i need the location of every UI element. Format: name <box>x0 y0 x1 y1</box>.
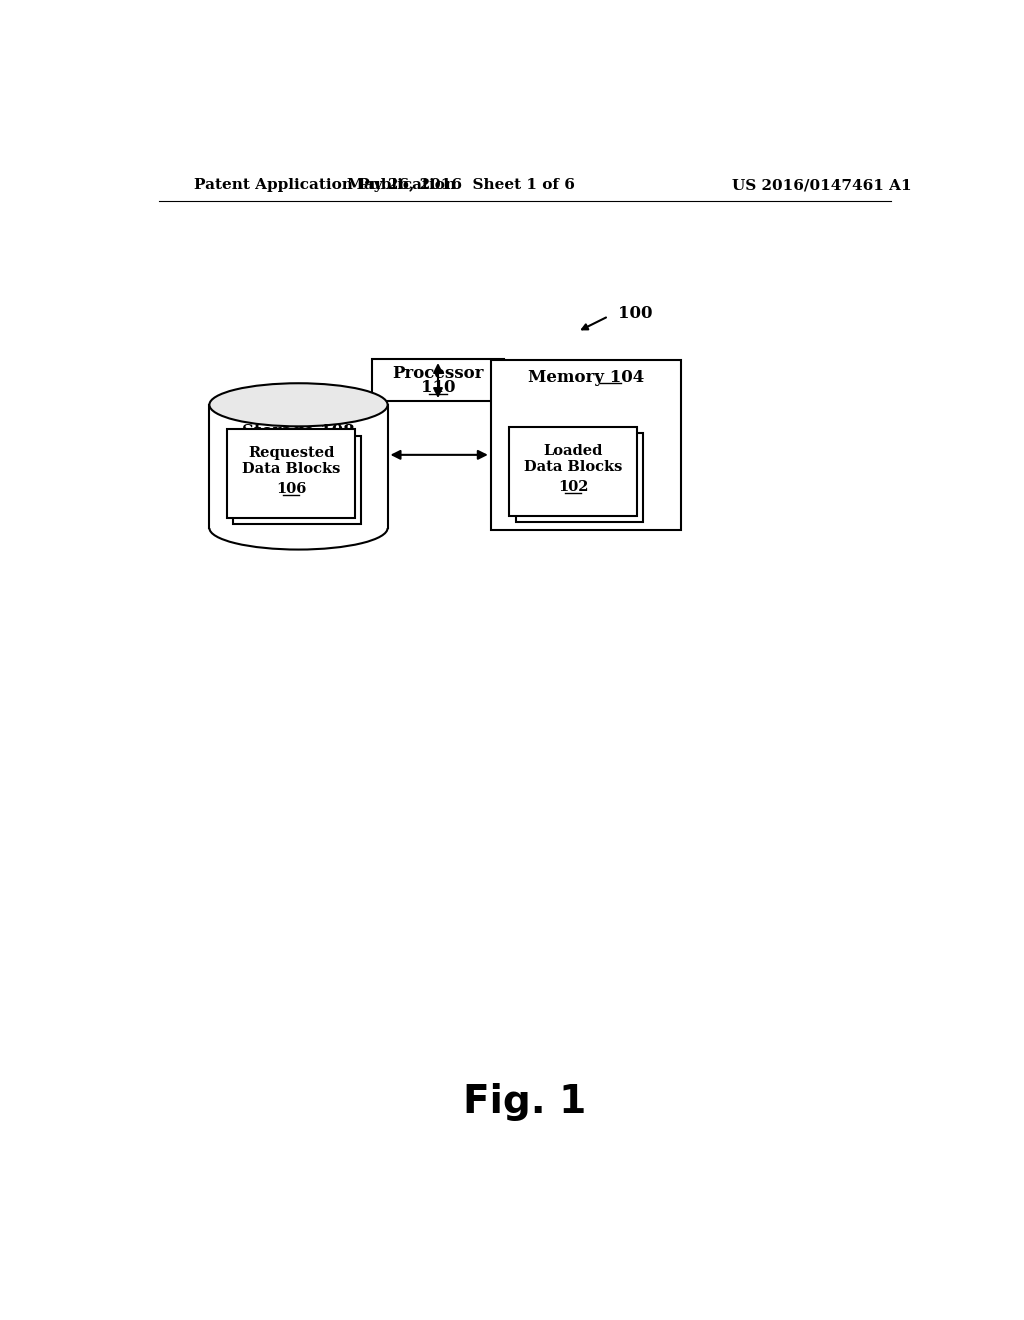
Ellipse shape <box>209 507 388 549</box>
Text: Memory 104: Memory 104 <box>527 368 644 385</box>
Text: Requested
Data Blocks: Requested Data Blocks <box>242 446 340 477</box>
Text: Loaded
Data Blocks: Loaded Data Blocks <box>524 444 623 474</box>
Text: US 2016/0147461 A1: US 2016/0147461 A1 <box>732 178 912 193</box>
FancyBboxPatch shape <box>233 436 361 524</box>
Ellipse shape <box>209 383 388 426</box>
Text: 106: 106 <box>275 482 306 496</box>
Text: Storage 108: Storage 108 <box>242 424 355 441</box>
FancyBboxPatch shape <box>227 429 355 517</box>
Text: Patent Application Publication: Patent Application Publication <box>194 178 456 193</box>
FancyBboxPatch shape <box>509 428 637 516</box>
FancyBboxPatch shape <box>515 433 643 521</box>
Text: 100: 100 <box>617 305 652 322</box>
Text: Fig. 1: Fig. 1 <box>463 1082 587 1121</box>
FancyBboxPatch shape <box>372 359 504 401</box>
Text: May 26, 2016  Sheet 1 of 6: May 26, 2016 Sheet 1 of 6 <box>347 178 575 193</box>
Text: 110: 110 <box>421 379 456 396</box>
Bar <box>209 405 388 528</box>
FancyBboxPatch shape <box>490 360 681 529</box>
Text: 102: 102 <box>558 479 589 494</box>
Text: Processor: Processor <box>392 366 483 381</box>
